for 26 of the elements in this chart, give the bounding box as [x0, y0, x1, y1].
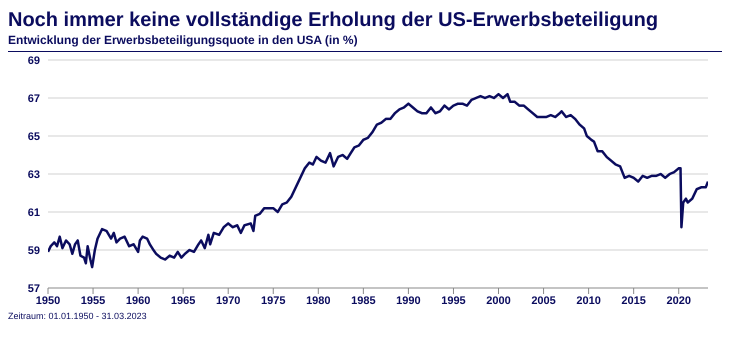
x-tick-label: 2020 [666, 294, 691, 307]
line-series [48, 92, 708, 268]
text: Zeitraum: 01.01.1950 - 31.03.2023 [8, 310, 148, 322]
y-tick-label: 59 [28, 244, 40, 257]
x-tick-label: 2000 [486, 294, 511, 307]
x-tick-label: 1970 [216, 294, 240, 307]
chart-title: Noch immer keine vollständige Erholung der US-Erwerbsbeteiligung [8, 8, 660, 32]
x-tick-label: 2015 [621, 294, 646, 307]
x-tick-label: 1965 [170, 294, 196, 307]
x-tick-label: 1950 [36, 294, 60, 307]
y-tick-label: 65 [28, 130, 40, 143]
x-tick-label: 2005 [531, 294, 556, 307]
x-tick-label: 1975 [261, 294, 286, 307]
x-tick-label: 1980 [306, 294, 331, 307]
x-tick-label: 2010 [576, 294, 601, 307]
y-tick-label: 61 [28, 206, 40, 219]
y-tick-label: 63 [28, 168, 40, 181]
y-tick-label: 69 [28, 54, 40, 67]
x-tick-label: 1985 [351, 294, 376, 307]
x-tick-label: 1955 [80, 294, 106, 307]
x-tick-label: 1990 [396, 294, 421, 307]
chart-subtitle: Entwicklung der Erwerbsbeteiligungsquote in den USA (in %) [8, 32, 722, 52]
x-tick-label: 1960 [126, 294, 150, 307]
y-tick-label: 57 [28, 282, 40, 295]
y-tick-label: 67 [28, 92, 40, 105]
x-tick-label: 1995 [441, 294, 466, 307]
